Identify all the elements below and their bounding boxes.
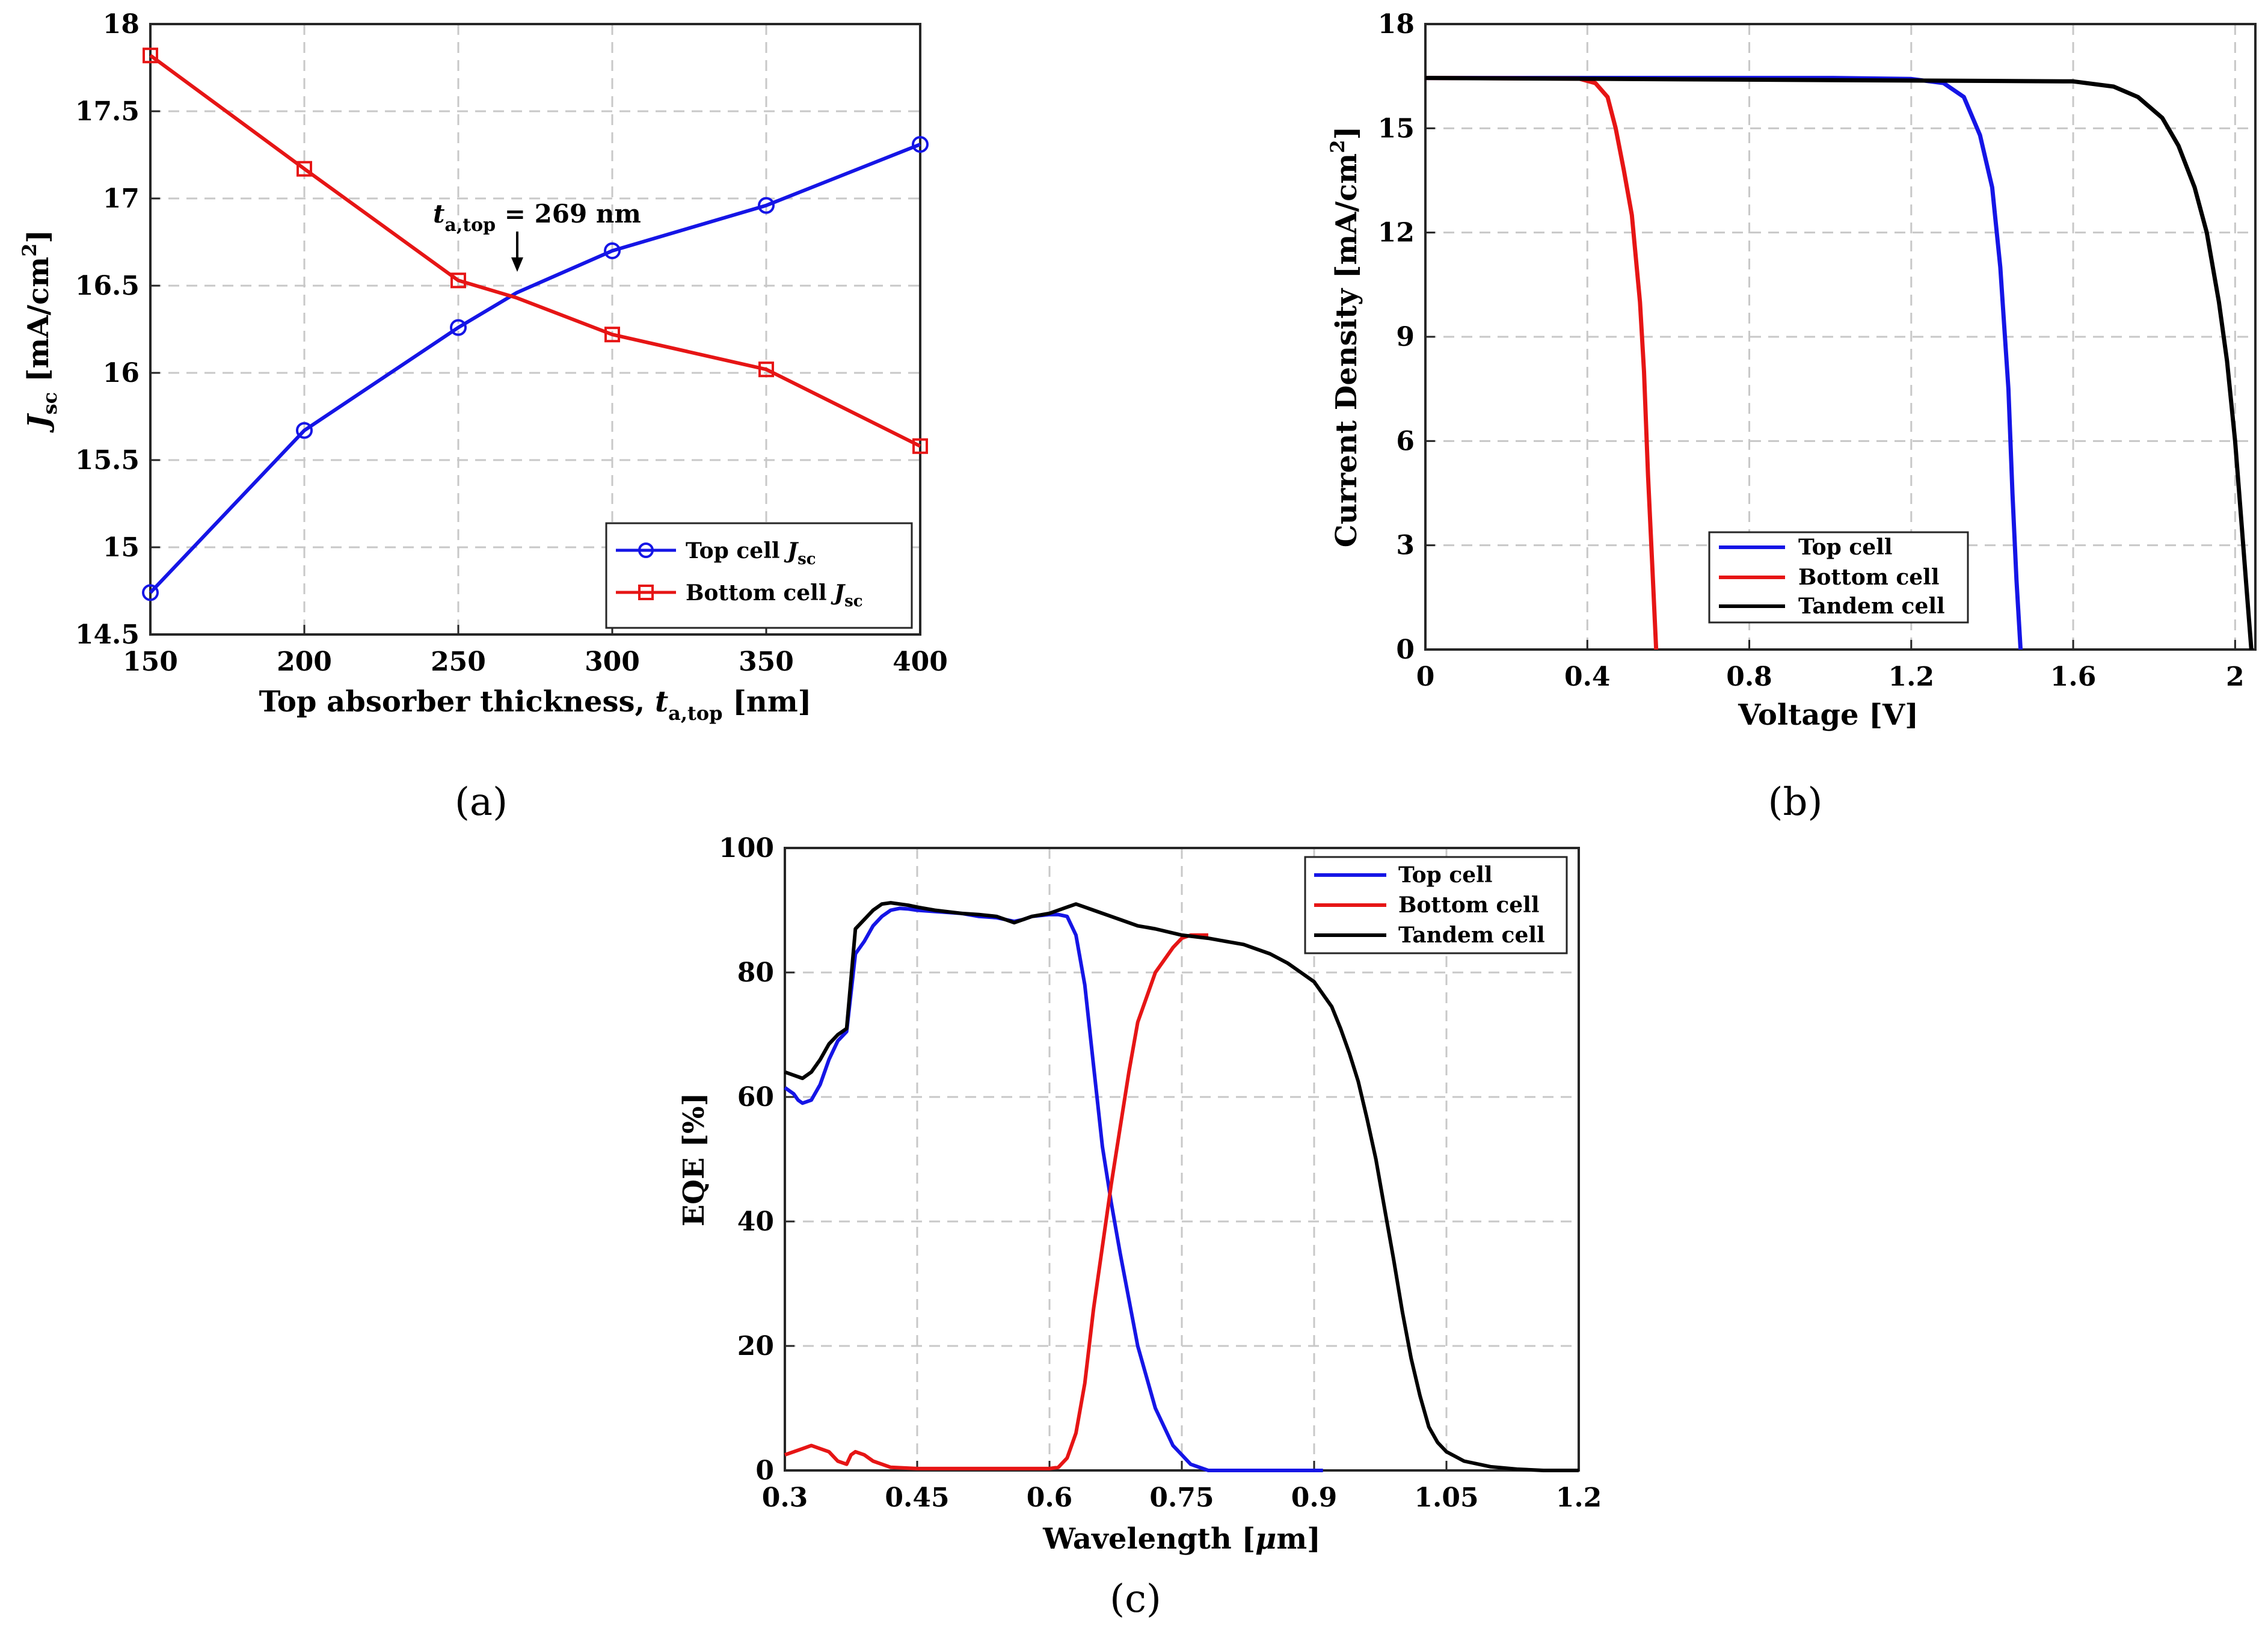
x-tick-label: 0.75: [1149, 1482, 1214, 1513]
legend-label-top-cell-jsc: Top cell Jsc: [686, 538, 816, 568]
data-point-marker: [297, 161, 312, 177]
x-tick-label: 0.4: [1564, 662, 1611, 692]
data-point-marker: [758, 197, 775, 214]
data-point-marker: [142, 584, 159, 601]
y-tick-label: 14.5: [75, 619, 140, 650]
panel-a-annotation-label: ta,top = 269 nm: [433, 199, 641, 236]
x-tick-label: 200: [277, 647, 332, 677]
panel-b-caption: (b): [1768, 780, 1823, 825]
y-tick-label: 20: [737, 1331, 774, 1362]
x-tick-label: 0.8: [1726, 662, 1772, 692]
y-tick-label: 17: [103, 183, 140, 214]
data-point-marker: [143, 48, 158, 64]
panel-b-x-axis-label: Voltage [V]: [1738, 698, 1919, 732]
y-tick-label: 12: [1378, 218, 1415, 248]
x-tick-label: 2: [2226, 662, 2245, 692]
x-tick-label: 0.6: [1027, 1482, 1073, 1513]
panel-a-jsc-vs-thickness: 150 200 250 300 350 400 14.5 15 15.5 16 16.5 17 17.5…: [18, 9, 948, 825]
y-tick-label: 80: [737, 957, 774, 988]
legend-label-tandem-cell: Tandem cell: [1398, 923, 1545, 948]
y-tick-label: 6: [1396, 426, 1415, 456]
x-tick-label: 250: [431, 647, 486, 677]
x-tick-label: 1.05: [1414, 1482, 1478, 1513]
data-point-marker: [604, 242, 621, 259]
panel-a-plot-area: [149, 23, 921, 636]
x-tick-label: 300: [585, 647, 640, 677]
x-tick-label: 350: [739, 647, 794, 677]
series-line-tandem-cell: [784, 901, 1579, 1472]
legend-label-tandem-cell: Tandem cell: [1798, 594, 1945, 619]
x-tick-label: 0.45: [885, 1482, 949, 1513]
series-line-top-cell-j-sc: [149, 143, 921, 594]
panel-c-y-axis-label: EQE [%]: [677, 1093, 711, 1227]
data-point-marker: [912, 136, 929, 153]
panel-a-legend: Top cell Jsc Bottom cell Jsc: [605, 522, 913, 629]
y-tick-label: 18: [103, 9, 140, 40]
legend-label-top-cell: Top cell: [1798, 535, 1893, 560]
x-tick-label: 0: [1416, 662, 1435, 692]
series-line-bottom-cell: [784, 933, 1208, 1470]
y-tick-label: 40: [737, 1206, 774, 1237]
series-line-tandem-cell: [1425, 76, 2254, 650]
legend-label-bottom-cell: Bottom cell: [1798, 565, 1940, 590]
y-tick-label: 15: [1378, 113, 1415, 144]
x-tick-label: 150: [123, 647, 178, 677]
panel-a-annotation-arrowhead: [511, 257, 523, 272]
y-tick-label: 100: [719, 833, 774, 864]
y-tick-label: 16: [103, 358, 140, 389]
panel-c-x-axis-label: Wavelength [μm]: [1042, 1522, 1321, 1556]
y-tick-label: 0: [755, 1455, 774, 1486]
panel-a-caption: (a): [455, 780, 508, 825]
y-tick-label: 3: [1396, 530, 1415, 561]
y-tick-label: 18: [1378, 9, 1415, 40]
y-tick-label: 15.5: [75, 445, 140, 476]
data-point-marker: [912, 438, 928, 454]
x-tick-label: 0.9: [1291, 1482, 1338, 1513]
data-point-marker: [296, 422, 313, 439]
y-tick-label: 16.5: [75, 271, 140, 301]
panel-a-x-axis-label: Top absorber thickness, ta,top [nm]: [259, 685, 812, 725]
y-tick-label: 0: [1396, 634, 1415, 665]
data-point-marker: [450, 272, 466, 289]
panel-a-y-axis-label: Jsc [mA/cm2]: [18, 230, 61, 433]
panel-b-legend: Top cell Bottom cell Tandem cell: [1708, 531, 1969, 624]
legend-label-bottom-cell: Bottom cell: [1398, 892, 1540, 918]
series-line-bottom-cell-j-sc: [149, 54, 921, 448]
x-tick-label: 400: [893, 647, 948, 677]
y-tick-label: 60: [737, 1082, 774, 1113]
panel-c-caption: (c): [1110, 1577, 1161, 1621]
data-point-marker: [450, 319, 467, 336]
x-tick-label: 1.6: [2050, 662, 2097, 692]
data-point-marker: [758, 361, 774, 378]
x-tick-label: 0.3: [762, 1482, 808, 1513]
panel-b-y-axis-label: Current Density [mA/cm2]: [1326, 126, 1363, 547]
y-tick-label: 15: [103, 532, 140, 563]
panel-c-eqe-spectra: 0.3 0.45 0.6 0.75 0.9 1.05 1.2 0 20 40 60 80 100 Top…: [677, 833, 1602, 1621]
legend-label-top-cell: Top cell: [1398, 862, 1493, 888]
panel-c-legend: Top cell Bottom cell Tandem cell: [1304, 856, 1568, 954]
y-tick-label: 9: [1396, 322, 1415, 352]
x-tick-label: 1.2: [1888, 662, 1935, 692]
x-tick-label: 1.2: [1556, 1482, 1602, 1513]
legend-label-bottom-cell-jsc: Bottom cell Jsc: [686, 580, 863, 610]
series-line-top-cell: [784, 906, 1323, 1472]
data-point-marker: [604, 327, 620, 343]
series-line-bottom-cell: [1425, 76, 1659, 650]
y-tick-label: 17.5: [75, 96, 140, 127]
panel-b-jv-curves: 0 0.4 0.8 1.2 1.6 2 0 3 6 9 12 15 18 Top cell Bottom…: [1326, 9, 2257, 825]
